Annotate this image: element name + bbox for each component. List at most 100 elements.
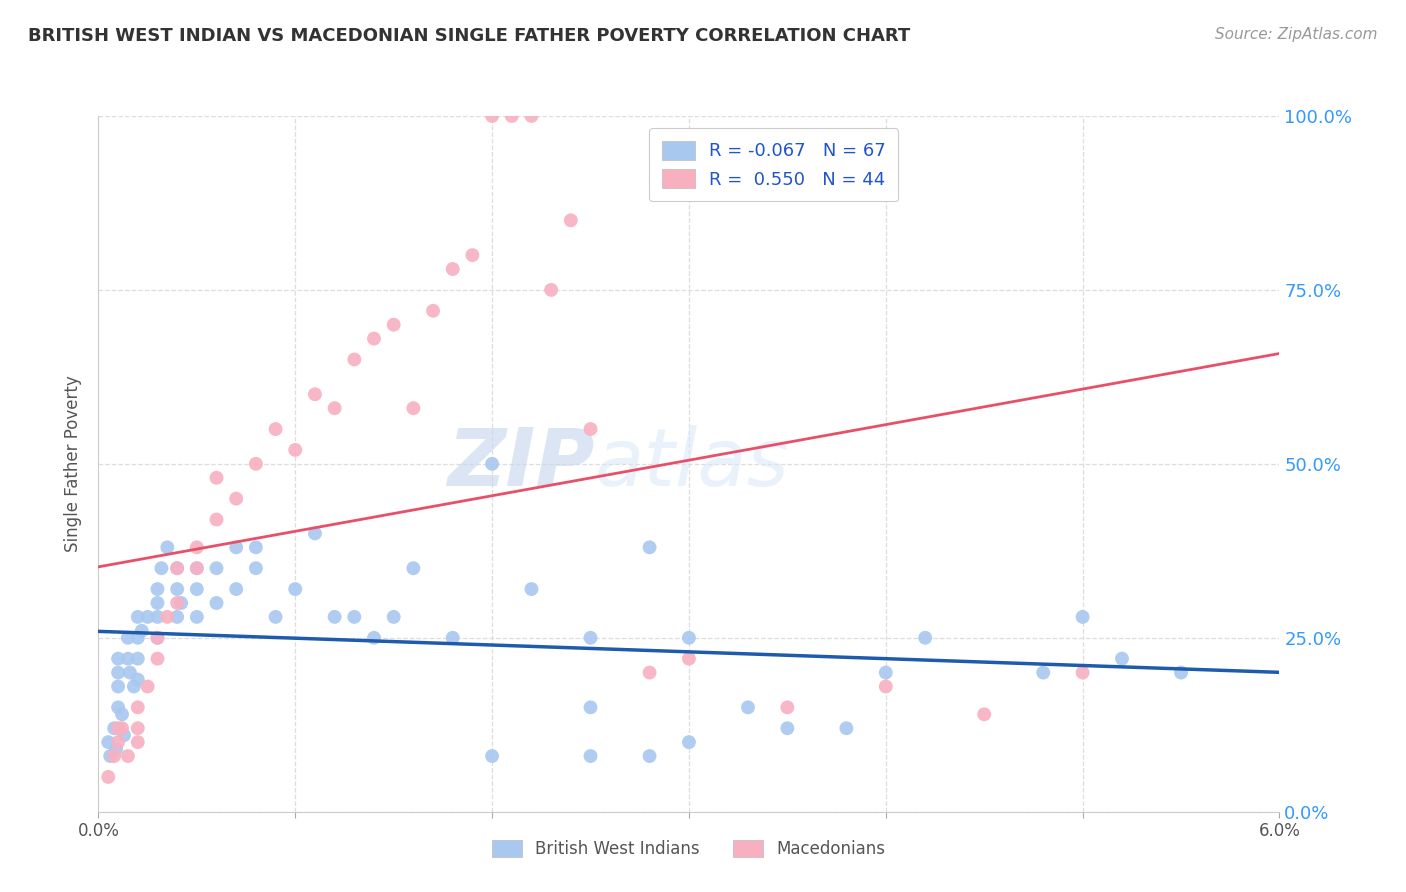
Point (166, 596, 188, 610)
Point (166, 610, 188, 624)
Point (103, 721, 125, 735)
Point (579, 631, 602, 645)
Point (363, 631, 385, 645)
Point (461, 248, 484, 262)
Point (422, 303, 444, 318)
Point (127, 610, 149, 624)
Point (136, 610, 159, 624)
Point (579, 749, 602, 764)
Point (170, 596, 193, 610)
Point (156, 610, 179, 624)
Point (105, 742, 128, 756)
Point (111, 707, 134, 722)
Point (875, 680, 897, 694)
Point (304, 387, 326, 401)
Point (225, 491, 247, 506)
Point (245, 541, 267, 555)
Point (441, 631, 464, 645)
Point (98, 749, 121, 764)
Text: Source: ZipAtlas.com: Source: ZipAtlas.com (1215, 27, 1378, 42)
Point (186, 541, 208, 555)
Point (520, 582, 543, 596)
Point (579, 422, 602, 436)
Point (131, 624, 153, 638)
Point (323, 610, 346, 624)
Point (225, 541, 247, 555)
Point (737, 700, 759, 714)
Point (146, 596, 169, 610)
Point (245, 457, 267, 471)
Point (205, 471, 228, 485)
Point (638, 665, 661, 680)
Point (205, 512, 228, 526)
Point (540, 283, 562, 297)
Point (284, 582, 307, 596)
Point (382, 318, 405, 332)
Point (186, 582, 208, 596)
Point (481, 457, 503, 471)
Point (166, 561, 188, 575)
Point (146, 651, 169, 665)
Point (973, 707, 995, 722)
Point (560, 213, 582, 227)
Point (382, 610, 405, 624)
Point (1071, 665, 1094, 680)
Point (107, 735, 129, 749)
Point (441, 262, 464, 277)
Point (343, 610, 366, 624)
Point (127, 651, 149, 665)
Point (117, 749, 139, 764)
Point (776, 721, 799, 735)
Point (166, 561, 188, 575)
Point (166, 582, 188, 596)
Point (136, 680, 159, 694)
Point (107, 651, 129, 665)
Point (122, 680, 145, 694)
Point (118, 665, 141, 680)
Text: atlas: atlas (595, 425, 789, 503)
Point (107, 700, 129, 714)
Point (127, 735, 149, 749)
Y-axis label: Single Father Poverty: Single Father Poverty (65, 376, 83, 552)
Point (97, 770, 120, 784)
Point (638, 749, 661, 764)
Point (156, 541, 179, 555)
Point (343, 352, 366, 367)
Point (127, 700, 149, 714)
Point (127, 631, 149, 645)
Point (205, 596, 228, 610)
Point (146, 631, 169, 645)
Point (501, 109, 523, 123)
Point (127, 673, 149, 687)
Point (402, 561, 425, 575)
Point (304, 526, 326, 541)
Point (103, 749, 125, 764)
Point (117, 651, 139, 665)
Point (186, 561, 208, 575)
Point (678, 631, 700, 645)
Point (678, 735, 700, 749)
Point (481, 109, 503, 123)
Point (520, 109, 543, 123)
Point (776, 700, 799, 714)
Point (1032, 665, 1054, 680)
Point (402, 401, 425, 416)
Point (146, 582, 169, 596)
Point (1170, 665, 1192, 680)
Point (107, 680, 129, 694)
Point (150, 561, 173, 575)
Text: ZIP: ZIP (447, 425, 595, 503)
Point (146, 631, 169, 645)
Point (127, 721, 149, 735)
Point (146, 610, 169, 624)
Point (264, 610, 287, 624)
Point (97, 735, 120, 749)
Point (835, 721, 858, 735)
Point (264, 422, 287, 436)
Point (112, 728, 135, 742)
Point (186, 610, 208, 624)
Point (107, 721, 129, 735)
Point (1071, 610, 1094, 624)
Point (205, 561, 228, 575)
Point (186, 561, 208, 575)
